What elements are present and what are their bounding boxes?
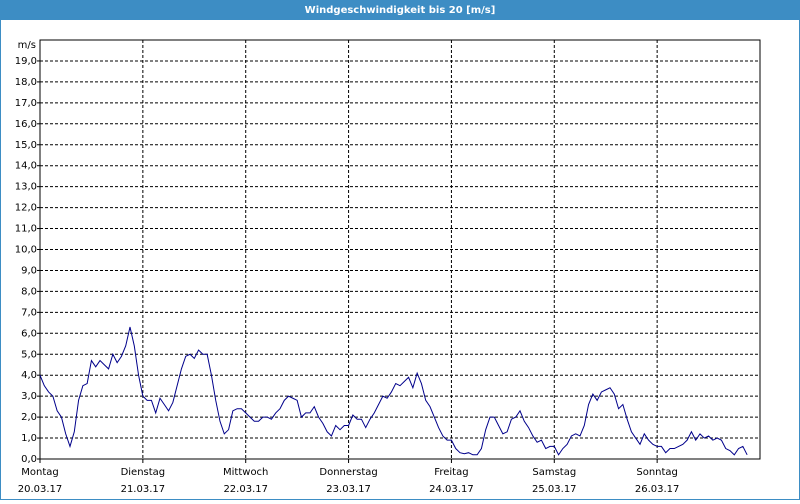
plot-frame (39, 39, 761, 460)
y-tick-label: 19,0 (15, 56, 37, 67)
y-tick-label: 4,0 (21, 370, 37, 381)
x-tick-date: 22.03.17 (223, 484, 268, 495)
y-tick-label: 11,0 (15, 224, 37, 235)
x-tick-date: 24.03.17 (429, 484, 474, 495)
y-tick-label: 18,0 (15, 77, 37, 88)
title-bar (0, 0, 800, 20)
data-line (39, 326, 748, 456)
x-tick-label: Dienstag (121, 467, 166, 478)
y-tick-label: 1,0 (21, 433, 37, 444)
y-tick-label: 6,0 (21, 328, 37, 339)
y-tick-label: 16,0 (15, 119, 37, 130)
y-tick-label: 9,0 (21, 265, 37, 276)
y-tick-label: 15,0 (15, 140, 37, 151)
y-tick-label: 14,0 (15, 161, 37, 172)
x-tick-label: Donnerstag (319, 467, 377, 478)
y-tick-label: 17,0 (15, 98, 37, 109)
y-tick-label: 0,0 (21, 454, 37, 465)
y-tick-label: 2,0 (21, 412, 37, 423)
x-tick-label: Mittwoch (223, 467, 268, 478)
x-tick-label: Montag (21, 467, 58, 478)
x-tick-date: 20.03.17 (18, 484, 63, 495)
x-tick-date: 21.03.17 (121, 484, 166, 495)
x-tick-label: Sonntag (636, 467, 678, 478)
y-tick-label: 13,0 (15, 182, 37, 193)
y-tick-label: 7,0 (21, 307, 37, 318)
x-tick-label: Freitag (434, 467, 468, 478)
x-tick-label: Samstag (532, 467, 576, 478)
y-tick-label: 5,0 (21, 349, 37, 360)
y-tick-label: 12,0 (15, 203, 37, 214)
x-tick-date: 26.03.17 (635, 484, 680, 495)
chart-title: Windgeschwindigkeit bis 20 [m/s] (305, 5, 496, 16)
y-tick-label: 3,0 (21, 391, 37, 402)
y-tick-label: 10,0 (15, 245, 37, 256)
y-tick-label: 8,0 (21, 286, 37, 297)
x-tick-date: 23.03.17 (326, 484, 371, 495)
y-axis-label: m/s (18, 40, 36, 51)
x-tick-date: 25.03.17 (532, 484, 577, 495)
